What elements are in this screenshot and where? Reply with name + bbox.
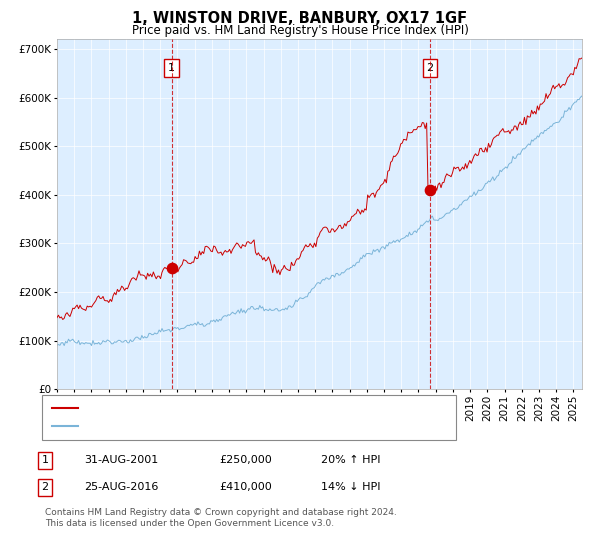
Text: 1, WINSTON DRIVE, BANBURY, OX17 1GF: 1, WINSTON DRIVE, BANBURY, OX17 1GF: [133, 11, 467, 26]
Text: 2: 2: [41, 482, 49, 492]
Text: HPI: Average price, detached house, Cherwell: HPI: Average price, detached house, Cher…: [81, 421, 320, 431]
Point: [425, 185, 435, 194]
Text: 14% ↓ HPI: 14% ↓ HPI: [321, 482, 380, 492]
Text: 31-AUG-2001: 31-AUG-2001: [84, 455, 158, 465]
Text: 2: 2: [427, 63, 434, 73]
Text: 20% ↑ HPI: 20% ↑ HPI: [321, 455, 380, 465]
Text: 1: 1: [168, 63, 175, 73]
Text: This data is licensed under the Open Government Licence v3.0.: This data is licensed under the Open Gov…: [45, 519, 334, 528]
Text: £250,000: £250,000: [219, 455, 272, 465]
Text: £410,000: £410,000: [219, 482, 272, 492]
Text: Contains HM Land Registry data © Crown copyright and database right 2024.: Contains HM Land Registry data © Crown c…: [45, 508, 397, 517]
Text: 25-AUG-2016: 25-AUG-2016: [84, 482, 158, 492]
Point: [167, 263, 176, 272]
Text: 1, WINSTON DRIVE, BANBURY, OX17 1GF (detached house): 1, WINSTON DRIVE, BANBURY, OX17 1GF (det…: [81, 403, 389, 413]
Text: Price paid vs. HM Land Registry's House Price Index (HPI): Price paid vs. HM Land Registry's House …: [131, 24, 469, 37]
Text: 1: 1: [41, 455, 49, 465]
